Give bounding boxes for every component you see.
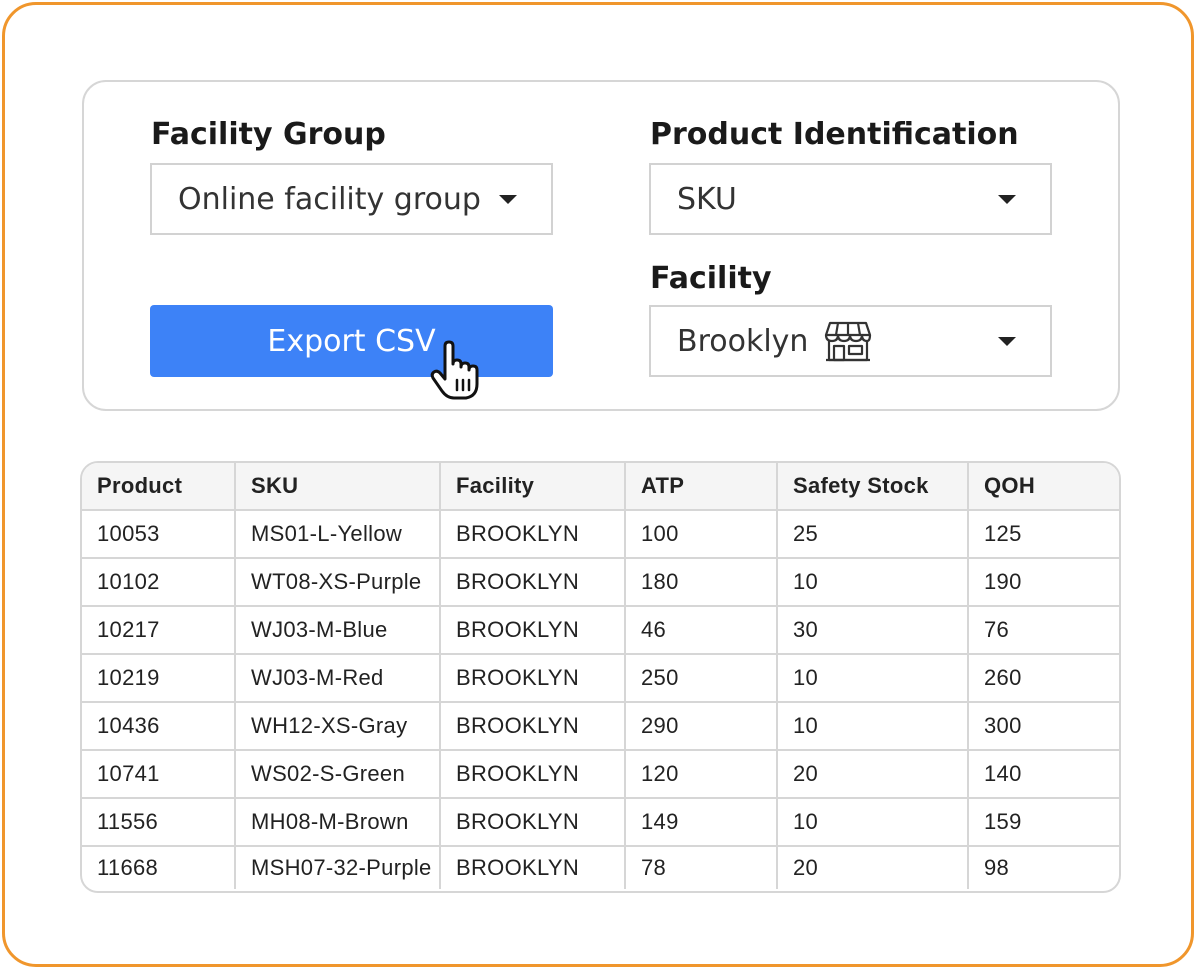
column-header-safety-stock[interactable]: Safety Stock [777,463,969,511]
cell-sku: MSH07-32-Purple [235,846,441,889]
product-identification-label: Product Identification [650,117,1019,152]
chevron-down-icon [499,195,517,204]
table-row: 11668 MSH07-32-Purple BROOKLYN 78 20 98 [82,846,1119,889]
table-row: 10217 WJ03-M-Blue BROOKLYN 46 30 76 [82,606,1119,655]
cell-sku: WJ03-M-Red [235,654,441,703]
table-row: 10436 WH12-XS-Gray BROOKLYN 290 10 300 [82,702,1119,751]
cell-facility: BROOKLYN [440,750,626,799]
table-row: 10741 WS02-S-Green BROOKLYN 120 20 140 [82,750,1119,799]
cell-safety-stock: 20 [777,750,969,799]
cell-atp: 100 [625,510,778,559]
cell-safety-stock: 10 [777,654,969,703]
cell-facility: BROOKLYN [440,606,626,655]
cell-qoh: 140 [968,750,1119,799]
product-identification-value: SKU [677,181,737,217]
cell-facility: BROOKLYN [440,846,626,889]
cell-facility: BROOKLYN [440,558,626,607]
cell-qoh: 190 [968,558,1119,607]
cell-product: 10219 [82,654,236,703]
facility-group-value: Online facility group [178,181,481,217]
export-csv-button[interactable]: Export CSV [150,305,553,377]
cell-atp: 120 [625,750,778,799]
cell-safety-stock: 10 [777,558,969,607]
facility-group-select[interactable]: Online facility group [150,163,553,235]
cell-product: 10053 [82,510,236,559]
cell-facility: BROOKLYN [440,798,626,847]
cell-facility: BROOKLYN [440,702,626,751]
cell-safety-stock: 25 [777,510,969,559]
cell-product: 10102 [82,558,236,607]
cell-sku: MS01-L-Yellow [235,510,441,559]
cell-product: 11668 [82,846,236,889]
cell-atp: 78 [625,846,778,889]
table-row: 10219 WJ03-M-Red BROOKLYN 250 10 260 [82,654,1119,703]
chevron-down-icon [998,337,1016,346]
cell-sku: WT08-XS-Purple [235,558,441,607]
table-row: 10053 MS01-L-Yellow BROOKLYN 100 25 125 [82,510,1119,559]
cell-product: 10741 [82,750,236,799]
cell-sku: MH08-M-Brown [235,798,441,847]
column-header-sku[interactable]: SKU [235,463,441,511]
hand-pointer-icon [428,340,488,402]
table-row: 10102 WT08-XS-Purple BROOKLYN 180 10 190 [82,558,1119,607]
store-icon [824,319,872,363]
cell-safety-stock: 20 [777,846,969,889]
column-header-qoh[interactable]: QOH [968,463,1119,511]
cell-sku: WJ03-M-Blue [235,606,441,655]
column-header-atp[interactable]: ATP [625,463,778,511]
facility-value: Brooklyn [677,323,809,359]
cell-sku: WH12-XS-Gray [235,702,441,751]
cell-sku: WS02-S-Green [235,750,441,799]
cell-product: 10436 [82,702,236,751]
cell-safety-stock: 10 [777,798,969,847]
cell-qoh: 98 [984,855,1010,880]
cell-atp: 149 [625,798,778,847]
facility-label: Facility [650,261,772,296]
cell-atp: 250 [625,654,778,703]
cell-qoh: 260 [968,654,1119,703]
cell-product: 10217 [82,606,236,655]
cell-qoh: 125 [968,510,1119,559]
cell-safety-stock: 30 [777,606,969,655]
facility-group-label: Facility Group [151,117,386,152]
cell-qoh: 300 [968,702,1119,751]
cell-qoh: 76 [968,606,1119,655]
column-header-facility[interactable]: Facility [440,463,626,511]
cell-safety-stock: 10 [777,702,969,751]
chevron-down-icon [998,195,1016,204]
cell-qoh: 159 [968,798,1119,847]
column-header-product[interactable]: Product [82,463,236,511]
cell-atp: 290 [625,702,778,751]
facility-select[interactable]: Brooklyn [649,305,1052,377]
table-header-row: Product SKU Facility ATP Safety Stock QO… [82,463,1119,511]
cell-facility: BROOKLYN [440,510,626,559]
cell-facility: BROOKLYN [440,654,626,703]
cell-atp: 180 [625,558,778,607]
product-identification-select[interactable]: SKU [649,163,1052,235]
table-row: 11556 MH08-M-Brown BROOKLYN 149 10 159 [82,798,1119,847]
inventory-table: Product SKU Facility ATP Safety Stock QO… [80,461,1121,893]
cell-atp: 46 [625,606,778,655]
cell-product: 11556 [82,798,236,847]
